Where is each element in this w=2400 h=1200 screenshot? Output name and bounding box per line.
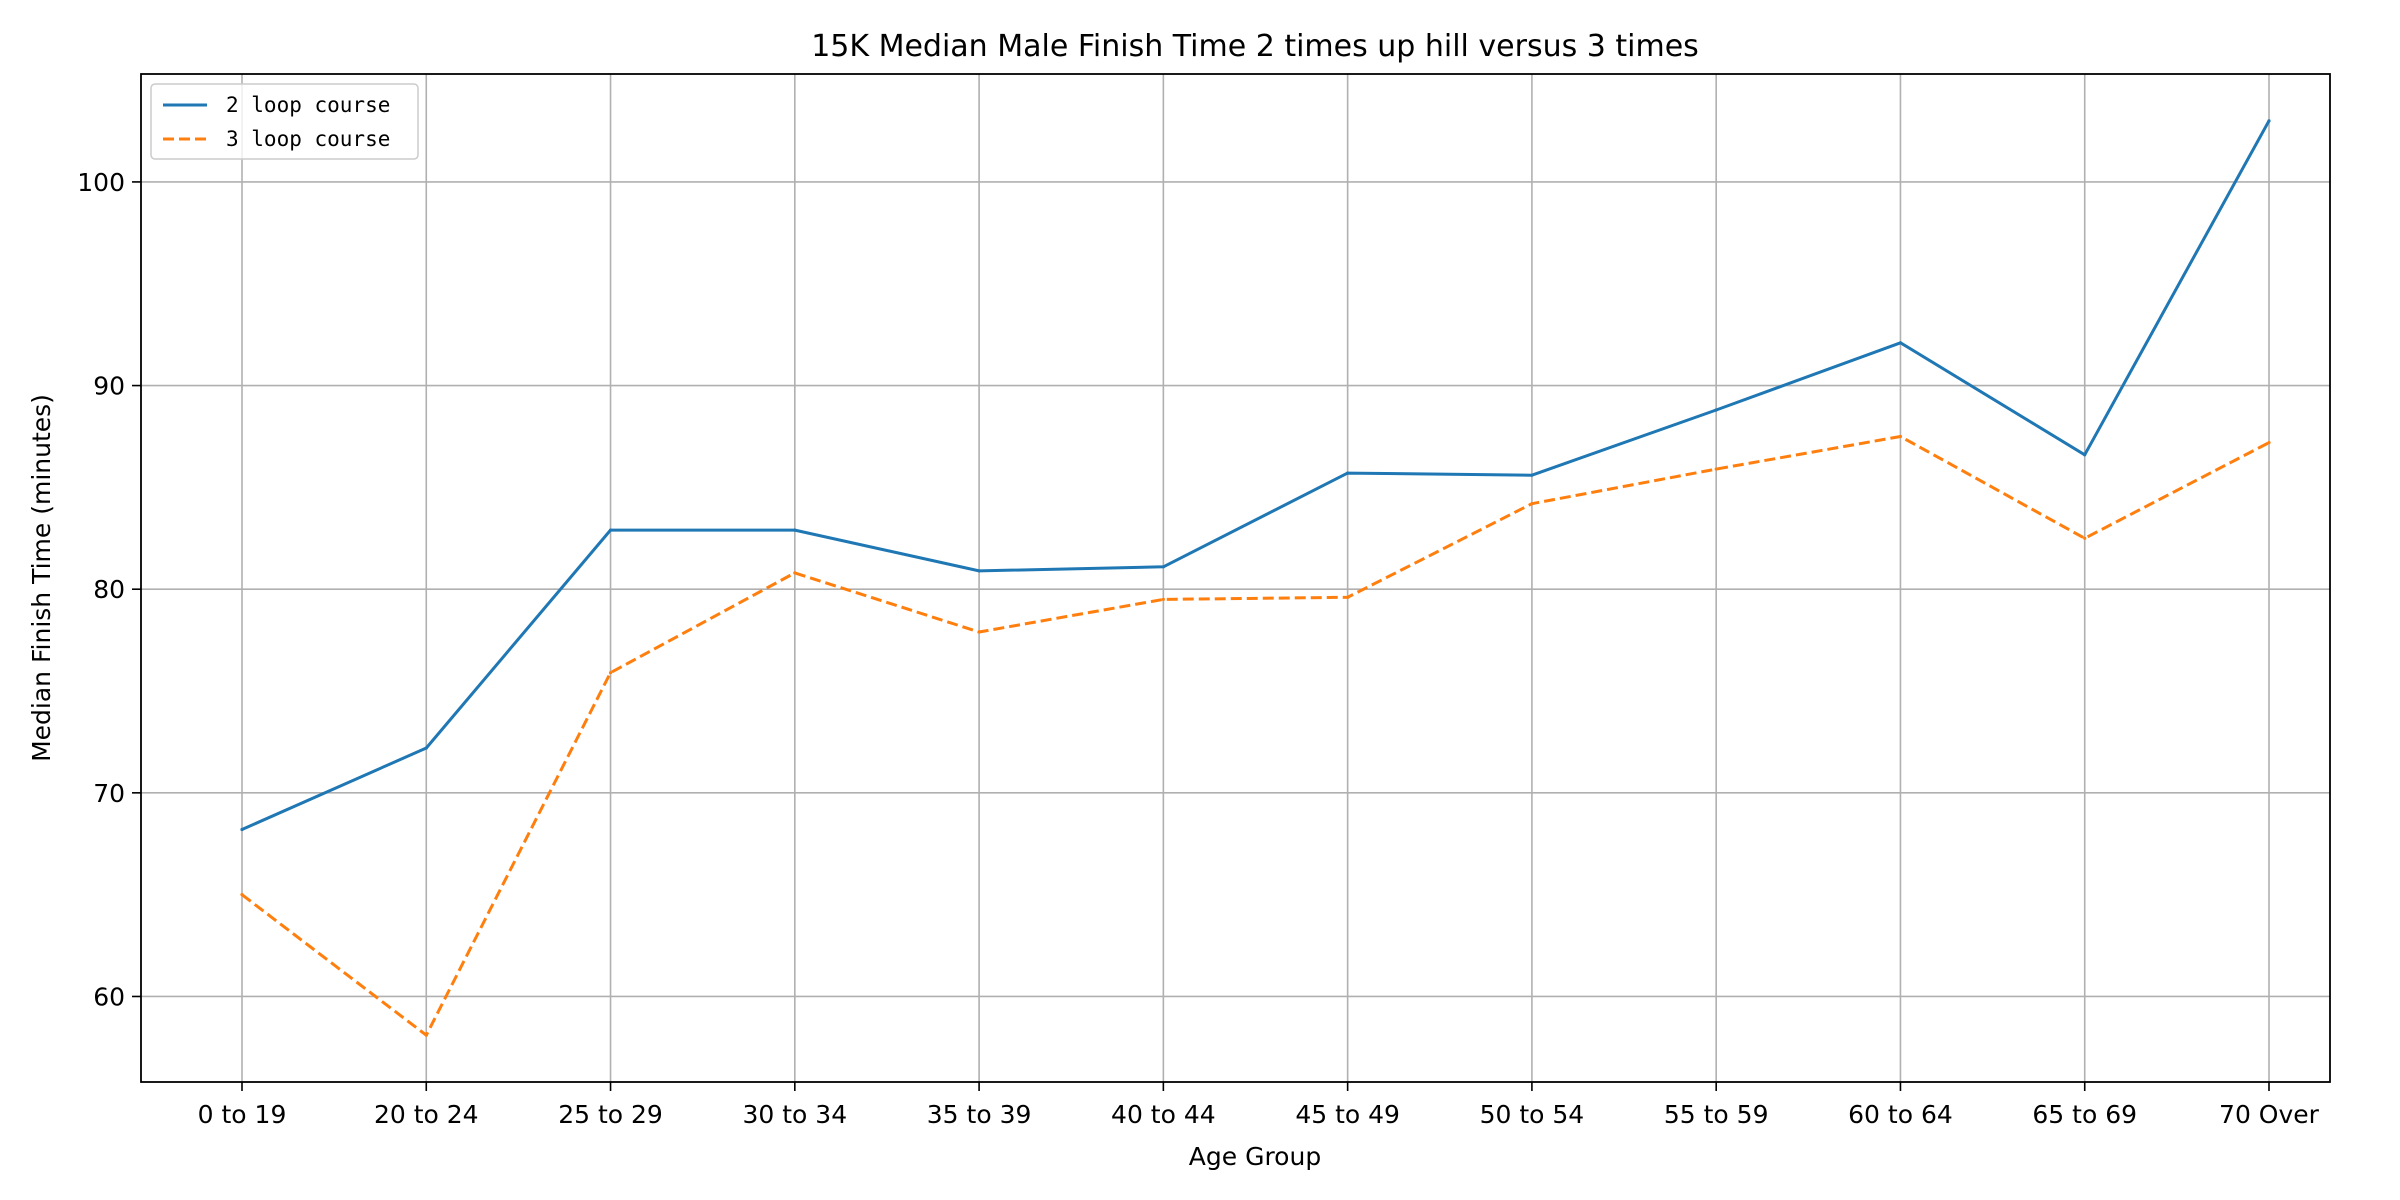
data-point xyxy=(240,893,244,897)
grid-layer xyxy=(141,74,2330,1082)
plot-frame xyxy=(140,73,2331,1083)
legend-label-2-loop-course: 2 loop course xyxy=(226,93,390,117)
data-point xyxy=(977,569,981,573)
chart-title: 15K Median Male Finish Time 2 times up h… xyxy=(811,29,1699,64)
data-point xyxy=(1346,595,1350,599)
series-line-2-loop-course xyxy=(241,120,2271,831)
y-tick-layer: 60 70 80 90 100 xyxy=(77,168,141,1011)
y-tick-label: 100 xyxy=(77,168,125,197)
data-point xyxy=(793,571,797,575)
x-tick-label: 25 to 29 xyxy=(558,1100,663,1129)
series-layer xyxy=(240,119,2271,1037)
x-axis-label: Age Group xyxy=(1189,1142,1321,1171)
x-tick-label: 45 to 49 xyxy=(1295,1100,1400,1129)
series-line-3-loop-course xyxy=(241,435,2270,1037)
data-point xyxy=(793,528,797,532)
y-tick-label: 70 xyxy=(93,779,125,808)
x-tick-label: 30 to 34 xyxy=(743,1100,848,1129)
y-tick-label: 60 xyxy=(93,982,125,1011)
y-tick-label: 90 xyxy=(93,372,125,401)
data-point xyxy=(1161,565,1165,569)
y-axis-label: Median Finish Time (minutes) xyxy=(27,394,56,762)
data-point xyxy=(1714,408,1718,412)
x-tick-label: 40 to 44 xyxy=(1111,1100,1216,1129)
data-point xyxy=(1898,341,1903,345)
data-point xyxy=(977,630,981,634)
data-point xyxy=(240,827,244,832)
data-point xyxy=(2083,453,2087,457)
data-point xyxy=(2267,440,2271,445)
data-point xyxy=(1161,597,1165,601)
x-tick-label: 0 to 19 xyxy=(198,1100,287,1129)
data-point xyxy=(2083,536,2087,540)
legend-label-3-loop-course: 3 loop course xyxy=(226,127,390,151)
data-point xyxy=(424,1033,428,1037)
x-tick-label: 65 to 69 xyxy=(2032,1100,2137,1129)
x-tick-layer: 0 to 19 20 to 24 25 to 29 30 to 34 35 to 39 4… xyxy=(198,1082,2320,1129)
data-point xyxy=(1898,434,1903,439)
legend-box xyxy=(150,83,419,160)
y-tick-label: 80 xyxy=(93,575,125,604)
data-point xyxy=(424,746,428,750)
x-tick-label: 60 to 64 xyxy=(1848,1100,1953,1129)
data-point xyxy=(608,528,613,532)
data-point xyxy=(1530,473,1534,477)
data-point xyxy=(2267,119,2271,123)
data-point xyxy=(1346,471,1350,475)
x-tick-label: 50 to 54 xyxy=(1480,1100,1585,1129)
x-tick-label: 35 to 39 xyxy=(927,1100,1032,1129)
legend: 2 loop course 3 loop course xyxy=(150,83,419,160)
x-tick-label: 20 to 24 xyxy=(374,1100,479,1129)
data-point xyxy=(1530,502,1534,506)
x-tick-label: 70 Over xyxy=(2219,1100,2320,1129)
data-point xyxy=(608,671,613,675)
data-point xyxy=(1714,467,1718,471)
x-tick-label: 55 to 59 xyxy=(1664,1100,1769,1129)
